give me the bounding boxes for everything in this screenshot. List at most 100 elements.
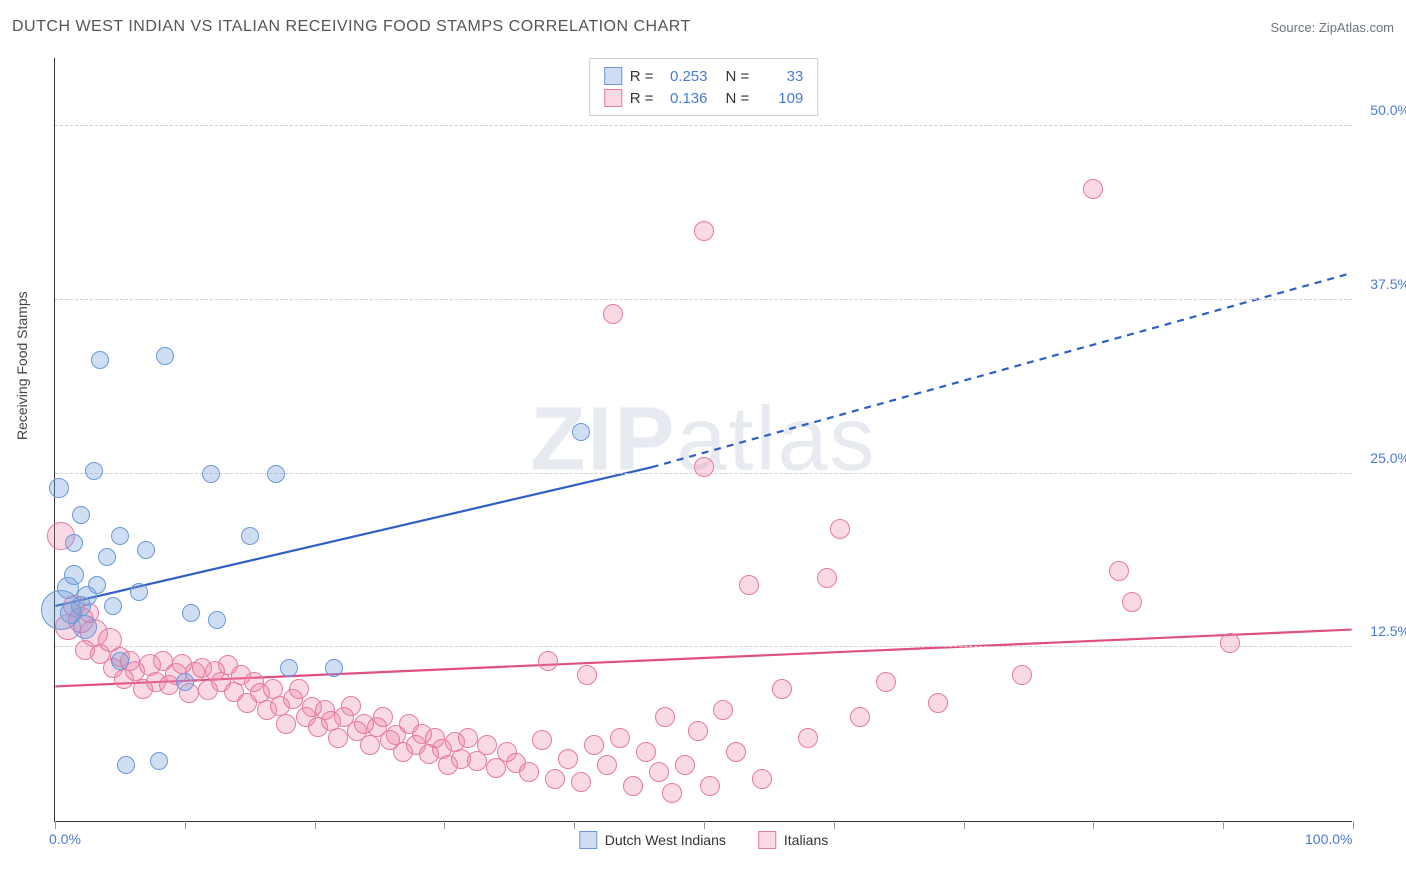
legend-label: Italians	[784, 832, 828, 848]
y-tick-label: 50.0%	[1370, 102, 1406, 118]
data-point	[182, 604, 200, 622]
data-point	[1122, 592, 1142, 612]
x-tick	[1353, 821, 1354, 829]
data-point	[538, 651, 558, 671]
n-value: 109	[757, 90, 803, 107]
data-point	[111, 652, 129, 670]
data-point	[130, 583, 148, 601]
source-attribution: Source: ZipAtlas.com	[1270, 20, 1394, 35]
data-point	[91, 351, 109, 369]
y-tick-label: 25.0%	[1370, 450, 1406, 466]
data-point	[111, 527, 129, 545]
legend-label: Dutch West Indians	[605, 832, 726, 848]
swatch-icon	[758, 831, 776, 849]
gridline	[55, 646, 1352, 647]
data-point	[610, 728, 630, 748]
legend: Dutch West Indians Italians	[579, 831, 829, 849]
y-axis-label: Receiving Food Stamps	[14, 291, 30, 440]
data-point	[280, 659, 298, 677]
data-point	[98, 548, 116, 566]
data-point	[241, 527, 259, 545]
y-tick-label: 12.5%	[1370, 623, 1406, 639]
x-tick	[185, 821, 186, 829]
data-point	[817, 568, 837, 588]
data-point	[1083, 179, 1103, 199]
data-point	[202, 465, 220, 483]
data-point	[675, 755, 695, 775]
data-point	[662, 783, 682, 803]
data-point	[85, 462, 103, 480]
data-point	[636, 742, 656, 762]
data-point	[726, 742, 746, 762]
legend-item: Italians	[758, 831, 828, 849]
gridline	[55, 299, 1352, 300]
data-point	[713, 700, 733, 720]
y-tick-label: 37.5%	[1370, 276, 1406, 292]
data-point	[688, 721, 708, 741]
data-point	[1220, 633, 1240, 653]
chart-title: DUTCH WEST INDIAN VS ITALIAN RECEIVING F…	[12, 18, 691, 36]
r-label: R =	[630, 68, 654, 85]
x-tick	[1093, 821, 1094, 829]
data-point	[571, 772, 591, 792]
data-point	[700, 776, 720, 796]
data-point	[176, 673, 194, 691]
data-point	[558, 749, 578, 769]
data-point	[150, 752, 168, 770]
n-label: N =	[726, 68, 750, 85]
data-point	[752, 769, 772, 789]
data-point	[289, 679, 309, 699]
data-point	[156, 347, 174, 365]
data-point	[276, 714, 296, 734]
correlation-stats-box: R =0.253N =33R =0.136N =109	[589, 58, 819, 116]
data-point	[928, 693, 948, 713]
data-point	[477, 735, 497, 755]
data-point	[850, 707, 870, 727]
data-point	[64, 565, 84, 585]
data-point	[623, 776, 643, 796]
data-point	[798, 728, 818, 748]
x-tick-label: 0.0%	[49, 831, 81, 847]
data-point	[73, 615, 97, 639]
data-point	[545, 769, 565, 789]
data-point	[772, 679, 792, 699]
scatter-chart: ZIPatlas R =0.253N =33R =0.136N =109 Dut…	[54, 58, 1352, 822]
data-point	[137, 541, 155, 559]
data-point	[603, 304, 623, 324]
swatch-icon	[579, 831, 597, 849]
n-value: 33	[757, 68, 803, 85]
data-point	[341, 696, 361, 716]
data-point	[373, 707, 393, 727]
data-point	[876, 672, 896, 692]
stat-row: R =0.253N =33	[604, 65, 804, 87]
data-point	[325, 659, 343, 677]
x-tick	[1223, 821, 1224, 829]
r-label: R =	[630, 90, 654, 107]
data-point	[72, 506, 90, 524]
data-point	[267, 465, 285, 483]
data-point	[532, 730, 552, 750]
data-point	[519, 762, 539, 782]
stat-row: R =0.136N =109	[604, 87, 804, 109]
data-point	[694, 221, 714, 241]
data-point	[655, 707, 675, 727]
data-point	[577, 665, 597, 685]
data-point	[649, 762, 669, 782]
x-tick	[704, 821, 705, 829]
swatch-icon	[604, 67, 622, 85]
data-point	[458, 728, 478, 748]
data-point	[360, 735, 380, 755]
data-point	[1012, 665, 1032, 685]
x-tick	[574, 821, 575, 829]
data-point	[88, 576, 106, 594]
data-point	[739, 575, 759, 595]
data-point	[597, 755, 617, 775]
data-point	[830, 519, 850, 539]
x-tick	[315, 821, 316, 829]
data-point	[694, 457, 714, 477]
x-tick-label: 100.0%	[1305, 831, 1352, 847]
legend-item: Dutch West Indians	[579, 831, 726, 849]
watermark-bold: ZIP	[530, 389, 676, 489]
data-point	[328, 728, 348, 748]
swatch-icon	[604, 89, 622, 107]
